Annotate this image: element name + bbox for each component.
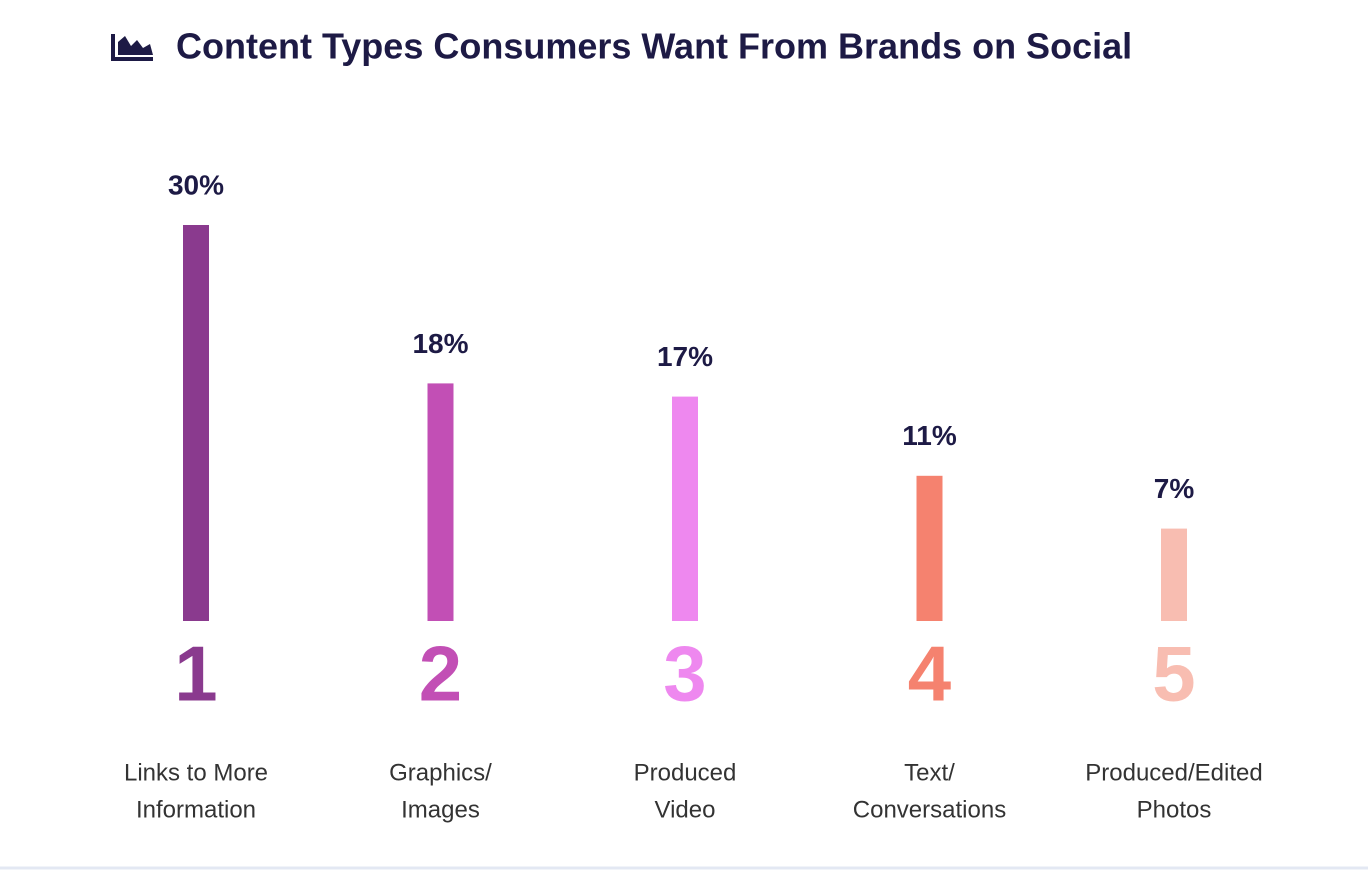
- category-label: Produced: [634, 759, 737, 786]
- category-label: Photos: [1137, 796, 1212, 823]
- title-icon: [111, 34, 153, 61]
- value-label: 18%: [412, 328, 468, 359]
- category-label: Graphics/: [389, 759, 492, 786]
- value-label: 30%: [168, 169, 224, 200]
- bar: [1161, 528, 1187, 621]
- bar: [672, 396, 698, 621]
- value-label: 17%: [657, 341, 713, 372]
- rank-number: 5: [1152, 630, 1195, 718]
- category-label: Video: [655, 796, 716, 823]
- category-label: Images: [401, 796, 480, 823]
- rank-number: 4: [908, 630, 951, 718]
- chart-title: Content Types Consumers Want From Brands…: [176, 26, 1132, 67]
- bar: [427, 383, 454, 621]
- rank-number: 2: [419, 630, 462, 718]
- value-label: 11%: [902, 420, 957, 451]
- bar: [916, 475, 943, 621]
- bar: [183, 225, 209, 621]
- category-label: Links to More: [124, 759, 268, 786]
- category-label: Text/: [904, 759, 955, 786]
- value-label: 7%: [1154, 473, 1195, 504]
- category-label: Conversations: [853, 796, 1006, 823]
- rank-number: 3: [663, 630, 706, 718]
- rank-number: 1: [174, 630, 217, 718]
- category-label: Produced/Edited: [1085, 759, 1262, 786]
- category-label: Information: [136, 796, 256, 823]
